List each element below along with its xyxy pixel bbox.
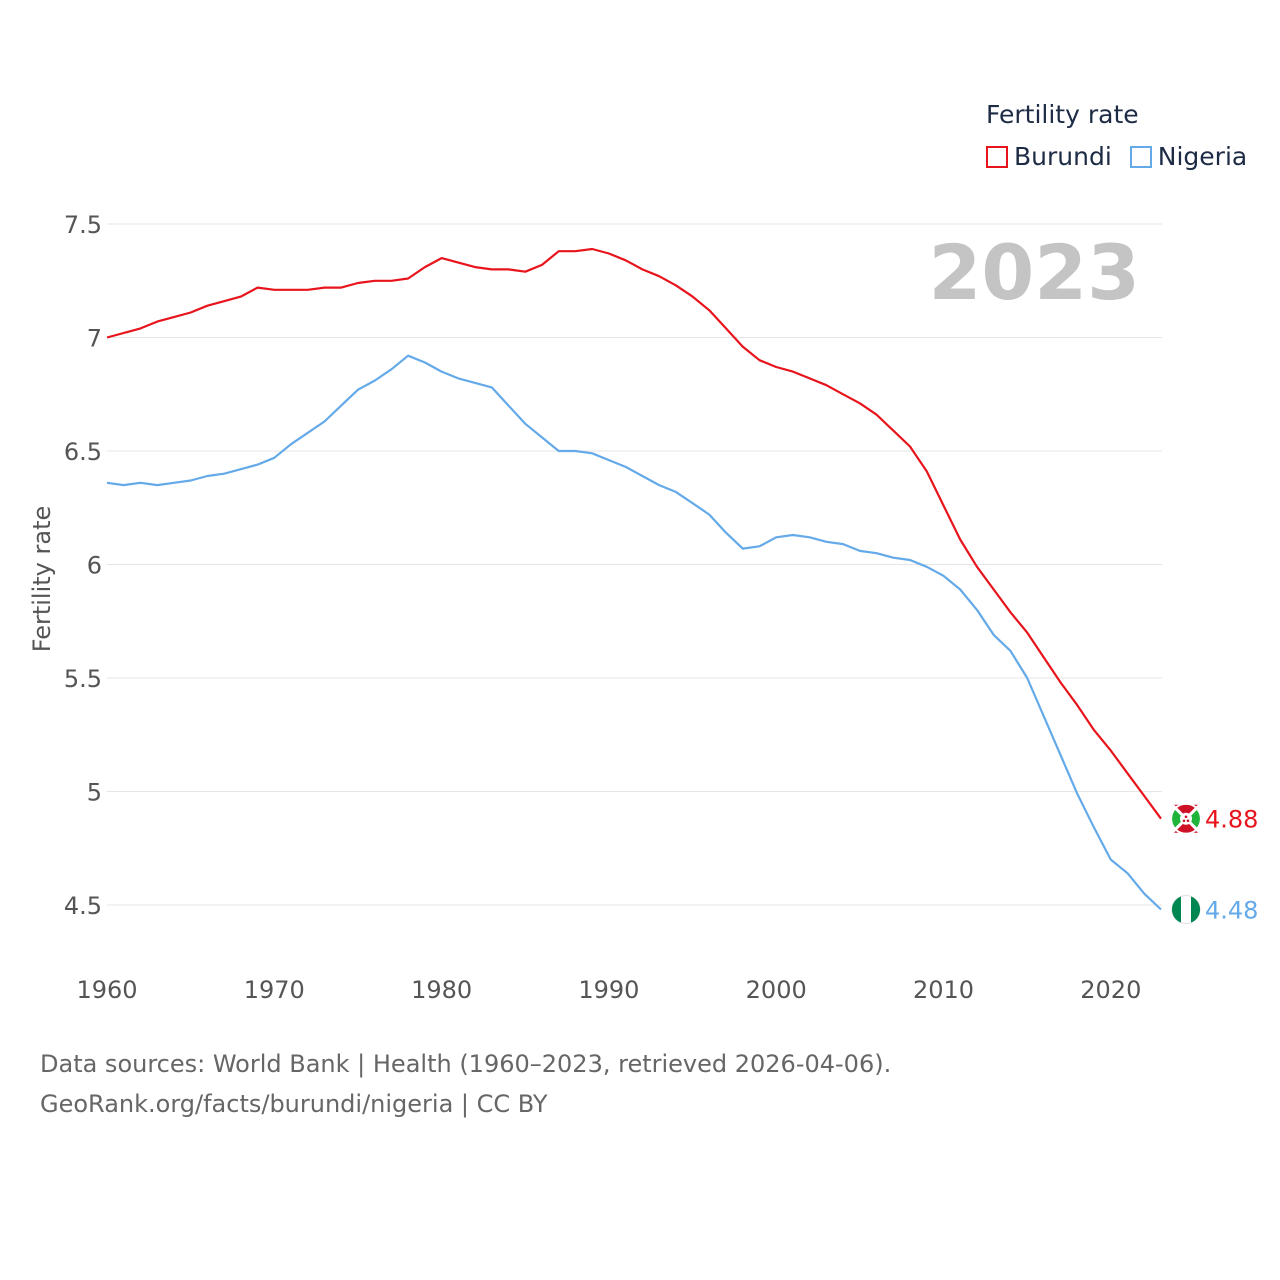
x-tick-label: 2010 [913,976,974,1004]
y-tick-label: 5 [87,779,102,807]
y-tick-label: 4.5 [64,892,102,920]
source-note: Data sources: World Bank | Health (1960–… [40,1044,891,1124]
legend-label-burundi: Burundi [1014,142,1112,171]
legend-item-burundi[interactable]: Burundi [986,142,1112,171]
source-line-1[interactable]: Data sources: World Bank | Health (1960–… [40,1050,892,1078]
y-tick-label: 6.5 [64,438,102,466]
x-tick-label: 1960 [76,976,137,1004]
legend-item-nigeria[interactable]: Nigeria [1129,142,1248,171]
x-tick-label: 2020 [1080,976,1141,1004]
legend-label-nigeria: Nigeria [1157,142,1248,171]
end-value-label-nigeria: 4.48 [1205,897,1258,925]
x-tick-label: 2000 [746,976,807,1004]
gridlines [107,223,1162,906]
legend-swatch-burundi [986,145,1008,168]
series-lines [106,247,1162,911]
year-label: 2023 [928,228,1140,317]
x-tick-label: 1980 [411,976,472,1004]
x-axis-ticks: 1960 1970 1980 1990 2000 2010 2020 [76,976,1141,1004]
y-tick-label: 7 [87,325,102,353]
y-axis-ticks: 4.5 5 5.5 6 6.5 7 7.5 [64,211,102,920]
series-line-burundi[interactable] [106,247,1162,820]
legend: Burundi Nigeria [986,142,1265,171]
end-value-label-burundi: 4.88 [1205,806,1258,834]
y-tick-label: 6 [87,552,102,580]
source-line-2[interactable]: GeoRank.org/facts/burundi/nigeria | CC B… [40,1090,548,1118]
x-tick-label: 1990 [578,976,639,1004]
y-axis-label: Fertility rate [28,506,56,653]
flag-icon-burundi [1170,802,1202,835]
series-end-markers: 4.88 4.48 [1170,802,1258,925]
y-tick-label: 5.5 [64,665,102,693]
legend-swatch-nigeria [1129,145,1152,168]
flag-icon-nigeria [1171,895,1201,925]
series-line-nigeria[interactable] [106,354,1162,911]
x-tick-label: 1970 [244,976,305,1004]
legend-title: Fertility rate [986,100,1139,129]
y-tick-label: 7.5 [64,211,102,239]
